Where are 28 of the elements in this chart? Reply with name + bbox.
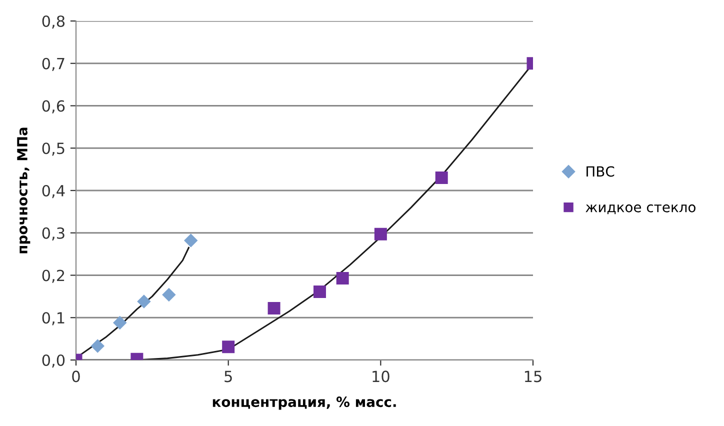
y-axis-title: прочность, МПа: [17, 128, 30, 254]
point: [374, 228, 387, 240]
point: [435, 172, 448, 184]
x-axis-title: концентрация, % масс.: [212, 396, 396, 410]
y-tick-label: 0,6: [42, 100, 65, 114]
point: [268, 302, 280, 315]
point: [336, 272, 349, 284]
y-tick-label: 0,4: [42, 184, 65, 198]
x-tick-label: 10: [372, 370, 390, 382]
y-tick-label: 0,5: [42, 142, 64, 156]
x-tick-label: 0: [72, 370, 80, 382]
point: [162, 288, 176, 302]
y-tick-label: 0,8: [42, 15, 65, 29]
y-tick-label: 0,3: [42, 227, 64, 240]
point: [184, 234, 198, 248]
y-tick-label: 0,2: [42, 270, 64, 283]
legend-label: ПВС: [586, 166, 614, 177]
x-tick-label: 15: [524, 370, 542, 382]
point: [91, 339, 104, 353]
legend-label: жидкое стекло: [586, 204, 696, 214]
point: [222, 340, 235, 354]
x-tick-label: 5: [224, 370, 232, 382]
y-tick-label: 0,7: [42, 58, 64, 71]
point: [137, 294, 151, 308]
point: [313, 286, 326, 298]
y-tick-label: 0,0: [42, 354, 65, 368]
y-tick-label: 0,1: [42, 312, 64, 326]
point: [113, 316, 126, 330]
